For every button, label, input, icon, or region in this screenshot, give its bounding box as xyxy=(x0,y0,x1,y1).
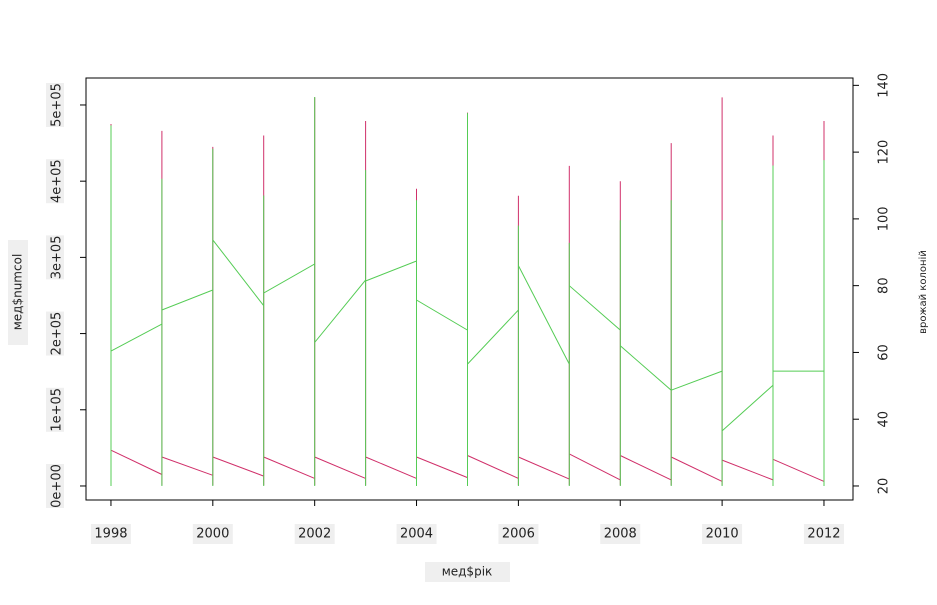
y2-tick-label: 80 xyxy=(877,277,892,294)
x-axis-label: мед$рік xyxy=(442,565,493,579)
x-tick-label: 2010 xyxy=(706,527,739,542)
x-tick-label: 2004 xyxy=(400,527,433,542)
y-tick-label: 5e+05 xyxy=(50,83,65,127)
y2-tick-label: 120 xyxy=(877,140,892,165)
y-tick-label: 3e+05 xyxy=(50,236,65,280)
x-tick-label: 2012 xyxy=(807,527,840,542)
y2-tick-label: 40 xyxy=(877,411,892,428)
label-bg xyxy=(46,463,64,508)
label-bg xyxy=(46,311,64,356)
plot-box xyxy=(85,77,854,501)
y-axis-label: мед$numcol xyxy=(11,254,25,331)
x-tick-label: 2000 xyxy=(196,527,229,542)
y2-tick-label: 100 xyxy=(877,206,892,231)
label-bg xyxy=(294,524,335,544)
y2-tick-label: 20 xyxy=(877,478,892,495)
y-tick-label: 0e+00 xyxy=(50,464,65,508)
y-tick-label: 2e+05 xyxy=(50,312,65,356)
x-tick-label: 2006 xyxy=(502,527,535,542)
x-tick-label: 2002 xyxy=(298,527,331,542)
label-bg xyxy=(600,524,641,544)
label-bg xyxy=(46,387,64,432)
label-bg xyxy=(90,524,131,544)
y2-axis-label: врожай колоній xyxy=(917,250,929,334)
label-bg xyxy=(702,524,743,544)
label-bg xyxy=(498,524,539,544)
y-tick-label: 1e+05 xyxy=(50,388,65,432)
label-bg xyxy=(425,562,510,582)
y-tick-label: 4e+05 xyxy=(50,159,65,203)
label-bg xyxy=(803,524,844,544)
label-bg xyxy=(192,524,233,544)
x-tick-label: 2008 xyxy=(604,527,637,542)
y2-tick-label: 60 xyxy=(877,344,892,361)
label-bg xyxy=(8,240,28,345)
label-bg xyxy=(46,235,64,280)
label-bg xyxy=(46,159,64,204)
label-bg xyxy=(396,524,437,544)
y2-tick-label: 140 xyxy=(877,73,892,98)
label-bg xyxy=(46,82,64,127)
x-tick-label: 1998 xyxy=(94,527,127,542)
series-line xyxy=(110,97,825,486)
